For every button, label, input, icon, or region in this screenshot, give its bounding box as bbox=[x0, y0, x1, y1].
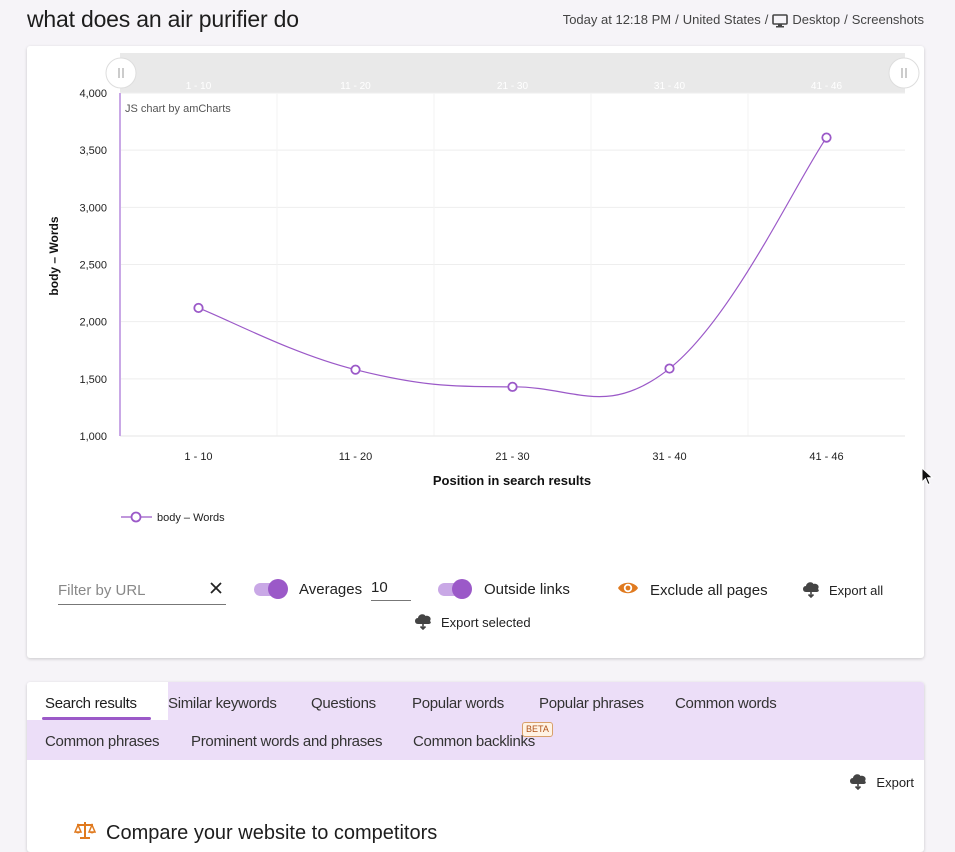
meta-country: United States bbox=[682, 12, 761, 27]
tab-common-backlinks[interactable]: Common backlinks bbox=[413, 733, 535, 750]
results-panel: Search results Similar keywords Question… bbox=[27, 682, 924, 852]
outside-links-label: Outside links bbox=[484, 581, 570, 598]
scrollbar-label: 31 - 40 bbox=[654, 81, 686, 92]
meta-separator: / bbox=[764, 12, 769, 27]
legend-marker bbox=[130, 511, 142, 523]
scrollbar-label: 1 - 10 bbox=[186, 81, 212, 92]
tab-popular-words[interactable]: Popular words bbox=[412, 695, 504, 712]
scrollbar-handle-right[interactable] bbox=[888, 57, 920, 89]
x-tick-label: 11 - 20 bbox=[339, 451, 372, 463]
tab-search-results[interactable]: Search results bbox=[27, 682, 168, 720]
cloud-download-icon bbox=[413, 612, 433, 633]
chart-credit[interactable]: JS chart by amCharts bbox=[125, 103, 231, 115]
meta-time: Today at 12:18 PM bbox=[562, 12, 672, 27]
toggle-knob bbox=[268, 579, 288, 599]
tab-label: Search results bbox=[45, 695, 137, 712]
y-tick-label: 2,500 bbox=[79, 260, 107, 272]
line-chart: 1 - 10 11 - 20 21 - 30 31 - 40 41 - 46 JS ch… bbox=[47, 53, 920, 524]
beta-badge: BETA bbox=[522, 722, 553, 737]
active-tab-indicator bbox=[42, 717, 151, 720]
y-tick-label: 3,500 bbox=[79, 145, 107, 157]
toggle-knob bbox=[452, 579, 472, 599]
export-selected-label: Export selected bbox=[441, 615, 531, 630]
y-tick-label: 1,500 bbox=[79, 374, 107, 386]
report-meta: Today at 12:18 PM / United States / Desk… bbox=[563, 12, 924, 27]
filter-field bbox=[58, 576, 226, 605]
eye-icon bbox=[617, 580, 639, 600]
data-point bbox=[821, 132, 832, 143]
tab-prominent-words-phrases[interactable]: Prominent words and phrases bbox=[191, 733, 383, 750]
outside-links-toggle[interactable] bbox=[436, 578, 472, 599]
x-axis-title: Position in search results bbox=[433, 473, 591, 488]
export-selected-button[interactable]: Export selected bbox=[413, 612, 531, 633]
x-tick-label: 41 - 46 bbox=[809, 451, 843, 463]
export-all-label: Export all bbox=[829, 583, 884, 598]
meta-device[interactable]: Desktop bbox=[792, 12, 841, 27]
x-tick-label: 21 - 30 bbox=[495, 451, 529, 463]
compare-title: Compare your website to competitors bbox=[106, 821, 438, 844]
legend-item[interactable]: body – Words bbox=[121, 511, 225, 524]
tab-bar: Search results Similar keywords Question… bbox=[27, 682, 924, 760]
averages-label: Averages bbox=[299, 581, 363, 598]
averages-input[interactable] bbox=[371, 574, 411, 601]
tab-similar-keywords[interactable]: Similar keywords bbox=[168, 695, 277, 712]
tab-common-words[interactable]: Common words bbox=[675, 695, 777, 712]
data-point bbox=[193, 302, 204, 314]
y-tick-label: 4,000 bbox=[79, 88, 107, 100]
tab-questions[interactable]: Questions bbox=[311, 695, 376, 712]
chart-scrollbar[interactable] bbox=[120, 53, 905, 93]
cloud-download-icon bbox=[801, 580, 821, 601]
meta-separator: / bbox=[675, 12, 679, 27]
data-point bbox=[664, 363, 675, 374]
exclude-all-pages-button[interactable]: Exclude all pages bbox=[617, 580, 768, 600]
close-icon[interactable] bbox=[209, 581, 223, 595]
filter-url-input[interactable] bbox=[58, 577, 198, 603]
export-button[interactable]: Export bbox=[848, 772, 914, 793]
averages-toggle[interactable] bbox=[252, 578, 288, 599]
meta-view[interactable]: Screenshots bbox=[851, 12, 924, 27]
mouse-cursor-icon bbox=[921, 467, 934, 486]
tab-common-phrases[interactable]: Common phrases bbox=[45, 733, 160, 750]
scrollbar-handle-left[interactable] bbox=[105, 57, 137, 89]
scrollbar-label: 11 - 20 bbox=[340, 81, 371, 92]
y-tick-label: 2,000 bbox=[79, 317, 107, 329]
y-axis-title: body – Words bbox=[47, 216, 61, 295]
compare-section-title: Compare your website to competitors bbox=[73, 820, 438, 846]
export-all-button[interactable]: Export all bbox=[801, 580, 883, 601]
chart-card: 1 - 10 11 - 20 21 - 30 31 - 40 41 - 46 JS ch… bbox=[27, 46, 924, 658]
legend-label: body – Words bbox=[157, 512, 225, 524]
page-title: what does an air purifier do bbox=[27, 6, 299, 32]
chart-controls: Averages Outside links Exclude all pages… bbox=[27, 566, 924, 656]
y-tick-label: 3,000 bbox=[79, 202, 107, 214]
y-tick-label: 1,000 bbox=[79, 431, 107, 443]
tab-popular-phrases[interactable]: Popular phrases bbox=[539, 695, 644, 712]
data-point bbox=[350, 364, 361, 375]
data-point bbox=[507, 381, 518, 392]
scrollbar-label: 21 - 30 bbox=[497, 81, 529, 92]
scale-icon bbox=[73, 820, 97, 846]
export-label: Export bbox=[876, 775, 914, 790]
meta-separator: / bbox=[844, 12, 848, 27]
cloud-download-icon bbox=[848, 772, 868, 793]
x-tick-label: 31 - 40 bbox=[652, 451, 686, 463]
scrollbar-label: 41 - 46 bbox=[811, 81, 843, 92]
desktop-icon bbox=[772, 13, 789, 28]
series-line bbox=[198, 137, 827, 398]
x-tick-label: 1 - 10 bbox=[184, 451, 212, 463]
exclude-all-pages-label: Exclude all pages bbox=[650, 581, 768, 599]
